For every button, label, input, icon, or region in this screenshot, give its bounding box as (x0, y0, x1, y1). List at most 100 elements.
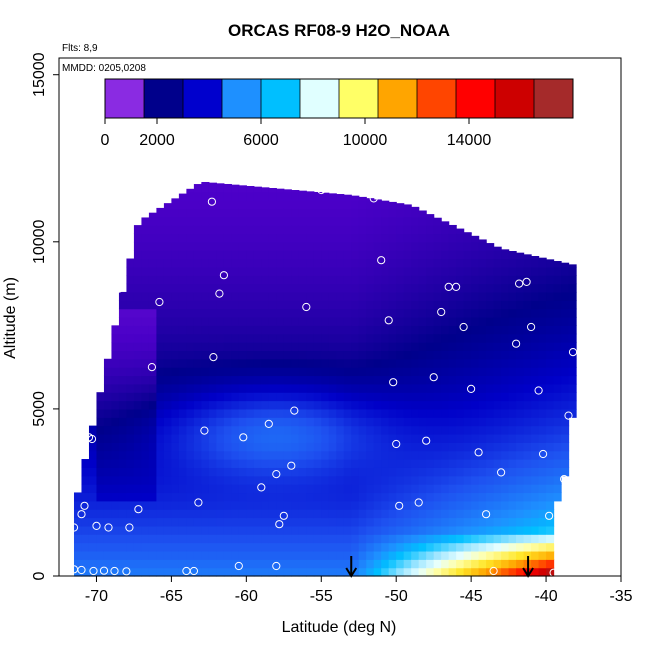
heatmap-cell (231, 241, 240, 251)
heatmap-cell (306, 500, 315, 510)
x-axis: -70 -65 -60 -55 -50 -45 -40 -35 (85, 576, 633, 605)
heatmap-cell (261, 492, 270, 502)
heatmap-cell (163, 400, 172, 410)
heatmap-cell (501, 350, 510, 360)
heatmap-cell (186, 225, 195, 235)
heatmap-cell (96, 525, 105, 535)
heatmap-cell (433, 392, 442, 402)
heatmap-cell (471, 550, 480, 560)
heatmap-cell (156, 559, 165, 569)
heatmap-cell (396, 550, 405, 560)
heatmap-cell (268, 559, 277, 569)
heatmap-cell (358, 509, 367, 519)
heatmap-cell (276, 308, 285, 318)
heatmap-cell (133, 317, 143, 326)
heatmap-cell (426, 550, 435, 560)
heatmap-cell (448, 224, 457, 226)
heatmap-cell (523, 375, 532, 385)
heatmap-cell (381, 275, 390, 285)
heatmap-cell (231, 467, 240, 477)
heatmap-cell (343, 194, 352, 201)
heatmap-cell (111, 425, 120, 435)
heatmap-cell (343, 283, 352, 293)
heatmap-cell (216, 208, 225, 218)
heatmap-cell (486, 550, 495, 560)
heatmap-cell (156, 317, 165, 326)
heatmap-cell (118, 475, 128, 485)
heatmap-cell (351, 392, 360, 402)
heatmap-cell (433, 258, 442, 268)
heatmap-cell (81, 492, 90, 502)
heatmap-cell (148, 325, 158, 335)
heatmap-cell (141, 258, 150, 268)
heatmap-cell (508, 300, 517, 310)
heatmap-cell (433, 291, 442, 301)
heatmap-cell (336, 517, 345, 527)
heatmap-cell (246, 367, 255, 377)
heatmap-cell (336, 241, 345, 251)
heatmap-cell (103, 467, 113, 477)
heatmap-cell (178, 342, 187, 352)
heatmap-cell (426, 484, 435, 494)
heatmap-cell (298, 367, 307, 377)
heatmap-cell (126, 525, 135, 535)
heatmap-cell (493, 342, 502, 352)
heatmap-cell (306, 333, 315, 343)
heatmap-cell (456, 542, 465, 552)
heatmap-cell (553, 392, 562, 402)
heatmap-cell (193, 383, 202, 393)
heatmap-cell (358, 484, 367, 494)
heatmap-cell (418, 408, 427, 418)
heatmap-cell (201, 559, 210, 569)
heatmap-cell (118, 375, 128, 385)
heatmap-cell (366, 317, 375, 326)
heatmap-cell (351, 258, 360, 268)
heatmap-cell (118, 417, 128, 427)
heatmap-cell (523, 542, 532, 552)
heatmap-cell (246, 417, 255, 427)
heatmap-cell (456, 559, 465, 569)
heatmap-cell (471, 417, 480, 427)
heatmap-cell (553, 275, 562, 285)
heatmap-cell (306, 459, 315, 468)
heatmap-cell (141, 291, 150, 301)
heatmap-cell (366, 467, 375, 477)
heatmap-cell (531, 291, 540, 301)
heatmap-cell (148, 333, 158, 343)
heatmap-cell (148, 550, 158, 560)
heatmap-cell (291, 550, 300, 560)
heatmap-cell (291, 400, 300, 410)
heatmap-cell (171, 484, 180, 494)
heatmap-cell (508, 408, 517, 418)
heatmap-cell (538, 257, 547, 260)
heatmap-cell (193, 258, 202, 268)
heatmap-cell (351, 517, 360, 527)
heatmap-cell (508, 500, 517, 510)
heatmap-cell (163, 233, 172, 243)
heatmap-cell (403, 492, 412, 502)
heatmap-cell (238, 191, 247, 201)
heatmap-cell (118, 392, 128, 402)
heatmap-cell (291, 367, 300, 377)
heatmap-cell (276, 291, 285, 301)
heatmap-cell (388, 383, 397, 393)
heatmap-cell (351, 241, 360, 251)
heatmap-cell (343, 358, 352, 368)
heatmap-cell (208, 275, 217, 285)
heatmap-cell (261, 187, 270, 193)
heatmap-cell (478, 358, 487, 368)
heatmap-cell (381, 350, 390, 360)
heatmap-cell (351, 300, 360, 310)
heatmap-cell (486, 459, 495, 468)
heatmap-cell (358, 283, 367, 293)
heatmap-cell (223, 525, 232, 535)
heatmap-cell (246, 425, 255, 435)
heatmap-cell (358, 567, 367, 577)
heatmap-cell (396, 417, 405, 427)
heatmap-cell (486, 266, 495, 276)
heatmap-cell (298, 308, 307, 318)
heatmap-cell (486, 258, 495, 268)
observation-point (414, 498, 423, 507)
heatmap-cell (561, 317, 570, 326)
heatmap-cell (223, 459, 232, 468)
